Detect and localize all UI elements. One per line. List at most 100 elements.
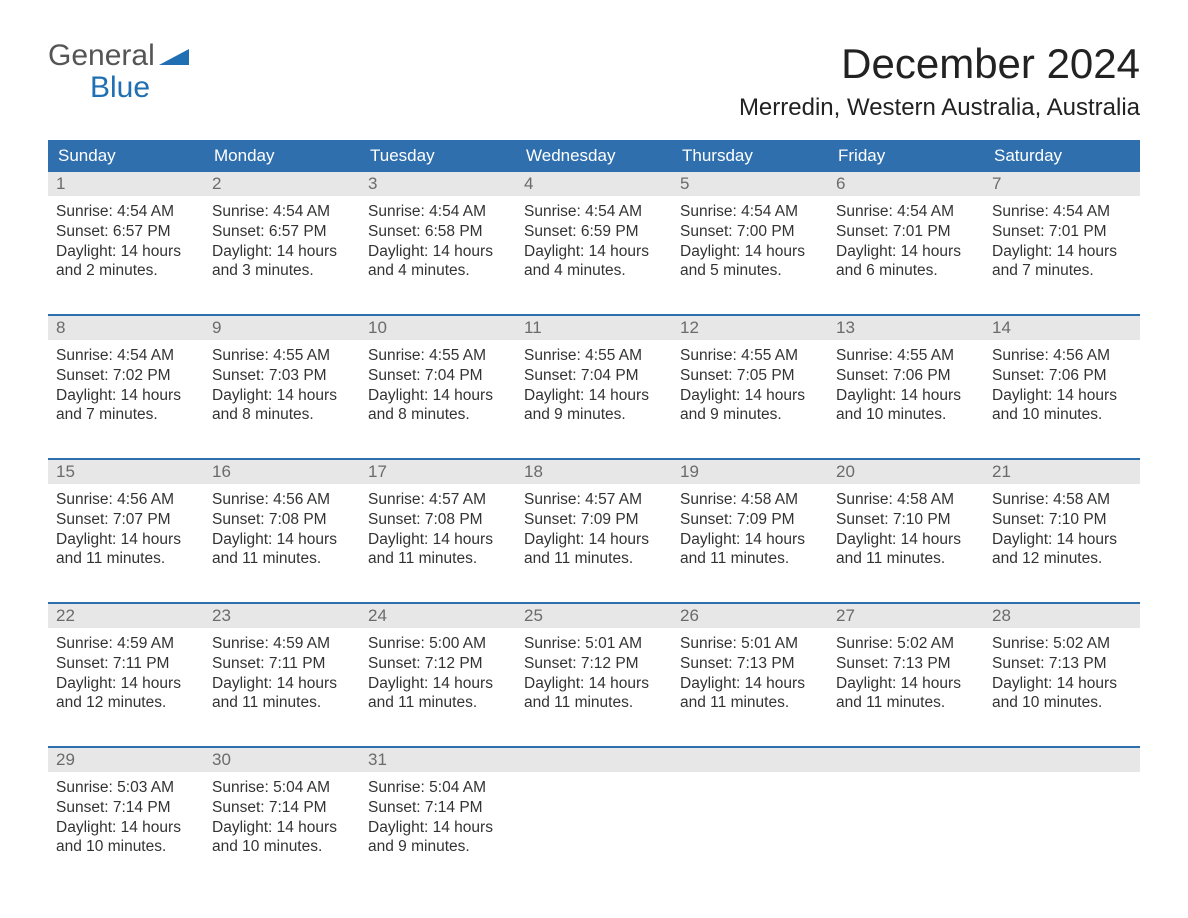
sunset-label: Sunset: <box>524 367 581 384</box>
day-cell <box>672 772 828 876</box>
daylight-line: Daylight: 14 hours and 5 minutes. <box>680 242 820 282</box>
day-cell: Sunrise: 4:54 AMSunset: 7:02 PMDaylight:… <box>48 340 204 444</box>
day-number: 15 <box>48 460 204 484</box>
sunrise-value: 4:55 AM <box>585 347 642 364</box>
sunset-value: 7:00 PM <box>737 223 795 240</box>
day-number: 9 <box>204 316 360 340</box>
sunrise-value: 4:54 AM <box>117 347 174 364</box>
days-of-week-header: SundayMondayTuesdayWednesdayThursdayFrid… <box>48 140 1140 172</box>
daylight-label: Daylight: <box>524 531 589 548</box>
sunrise-line: Sunrise: 4:55 AM <box>836 346 976 366</box>
daylight-label: Daylight: <box>836 531 901 548</box>
day-cell: Sunrise: 4:54 AMSunset: 7:00 PMDaylight:… <box>672 196 828 300</box>
sunset-value: 7:06 PM <box>1049 367 1107 384</box>
sunrise-line: Sunrise: 5:04 AM <box>212 778 352 798</box>
sunrise-label: Sunrise: <box>212 491 273 508</box>
daylight-line: Daylight: 14 hours and 10 minutes. <box>992 386 1132 426</box>
daylight-line: Daylight: 14 hours and 8 minutes. <box>368 386 508 426</box>
sunrise-label: Sunrise: <box>212 779 273 796</box>
sunset-label: Sunset: <box>212 511 269 528</box>
daynum-row: 15161718192021 <box>48 460 1140 484</box>
sunset-label: Sunset: <box>368 511 425 528</box>
sunset-line: Sunset: 7:02 PM <box>56 366 196 386</box>
daylight-label: Daylight: <box>680 675 745 692</box>
flag-icon <box>159 40 189 72</box>
daylight-line: Daylight: 14 hours and 11 minutes. <box>680 674 820 714</box>
brand-line2: Blue <box>90 72 189 104</box>
sunset-value: 7:10 PM <box>893 511 951 528</box>
sunrise-value: 4:58 AM <box>741 491 798 508</box>
daylight-line: Daylight: 14 hours and 10 minutes. <box>836 386 976 426</box>
sunset-label: Sunset: <box>212 655 269 672</box>
dow-cell: Saturday <box>984 140 1140 172</box>
sunrise-value: 4:55 AM <box>741 347 798 364</box>
daylight-label: Daylight: <box>368 819 433 836</box>
sunset-label: Sunset: <box>524 511 581 528</box>
sunrise-line: Sunrise: 4:56 AM <box>992 346 1132 366</box>
sunrise-line: Sunrise: 4:54 AM <box>680 202 820 222</box>
daylight-label: Daylight: <box>212 675 277 692</box>
daynum-row: 293031 <box>48 748 1140 772</box>
weeks-container: 1234567Sunrise: 4:54 AMSunset: 6:57 PMDa… <box>48 172 1140 876</box>
sunset-label: Sunset: <box>56 367 113 384</box>
sunrise-label: Sunrise: <box>368 347 429 364</box>
daylight-line: Daylight: 14 hours and 4 minutes. <box>368 242 508 282</box>
day-number: 4 <box>516 172 672 196</box>
sunrise-label: Sunrise: <box>212 635 273 652</box>
sunrise-value: 5:01 AM <box>741 635 798 652</box>
sunrise-value: 5:01 AM <box>585 635 642 652</box>
header: General Blue December 2024 Merredin, Wes… <box>48 40 1140 122</box>
sunset-value: 7:03 PM <box>269 367 327 384</box>
day-cell: Sunrise: 4:55 AMSunset: 7:03 PMDaylight:… <box>204 340 360 444</box>
sunrise-value: 4:55 AM <box>273 347 330 364</box>
sunrise-value: 4:57 AM <box>429 491 486 508</box>
daylight-label: Daylight: <box>368 243 433 260</box>
sunset-line: Sunset: 7:07 PM <box>56 510 196 530</box>
daylight-line: Daylight: 14 hours and 11 minutes. <box>524 674 664 714</box>
daylight-label: Daylight: <box>680 387 745 404</box>
day-number: 18 <box>516 460 672 484</box>
daylight-label: Daylight: <box>56 387 121 404</box>
sunrise-line: Sunrise: 4:59 AM <box>212 634 352 654</box>
sunset-line: Sunset: 7:05 PM <box>680 366 820 386</box>
daylight-line: Daylight: 14 hours and 11 minutes. <box>524 530 664 570</box>
sunset-line: Sunset: 7:08 PM <box>368 510 508 530</box>
sunrise-line: Sunrise: 5:01 AM <box>524 634 664 654</box>
sunset-label: Sunset: <box>212 367 269 384</box>
daylight-label: Daylight: <box>836 387 901 404</box>
sunset-value: 7:13 PM <box>893 655 951 672</box>
day-number: 22 <box>48 604 204 628</box>
day-cell: Sunrise: 4:54 AMSunset: 7:01 PMDaylight:… <box>984 196 1140 300</box>
daynum-row: 1234567 <box>48 172 1140 196</box>
daylight-line: Daylight: 14 hours and 11 minutes. <box>212 674 352 714</box>
sunset-label: Sunset: <box>680 655 737 672</box>
day-number: 8 <box>48 316 204 340</box>
sunset-value: 7:04 PM <box>581 367 639 384</box>
sunset-line: Sunset: 7:11 PM <box>56 654 196 674</box>
daylight-label: Daylight: <box>680 531 745 548</box>
sunrise-label: Sunrise: <box>836 347 897 364</box>
sunrise-line: Sunrise: 5:00 AM <box>368 634 508 654</box>
daylight-line: Daylight: 14 hours and 7 minutes. <box>992 242 1132 282</box>
sunset-label: Sunset: <box>836 655 893 672</box>
daylight-line: Daylight: 14 hours and 11 minutes. <box>368 674 508 714</box>
sunrise-line: Sunrise: 5:02 AM <box>836 634 976 654</box>
daylight-label: Daylight: <box>524 387 589 404</box>
sunrise-value: 4:54 AM <box>897 203 954 220</box>
dow-cell: Thursday <box>672 140 828 172</box>
sunset-label: Sunset: <box>992 367 1049 384</box>
sunset-label: Sunset: <box>836 367 893 384</box>
sunset-value: 7:07 PM <box>113 511 171 528</box>
sunset-label: Sunset: <box>992 511 1049 528</box>
sunrise-label: Sunrise: <box>680 203 741 220</box>
sunset-value: 7:02 PM <box>113 367 171 384</box>
day-cell: Sunrise: 5:01 AMSunset: 7:13 PMDaylight:… <box>672 628 828 732</box>
sunrise-label: Sunrise: <box>992 491 1053 508</box>
sunset-value: 7:11 PM <box>269 655 326 672</box>
daylight-label: Daylight: <box>680 243 745 260</box>
sunrise-label: Sunrise: <box>212 203 273 220</box>
sunrise-label: Sunrise: <box>836 491 897 508</box>
sunset-label: Sunset: <box>56 655 113 672</box>
sunset-line: Sunset: 7:04 PM <box>524 366 664 386</box>
sunrise-line: Sunrise: 4:54 AM <box>524 202 664 222</box>
